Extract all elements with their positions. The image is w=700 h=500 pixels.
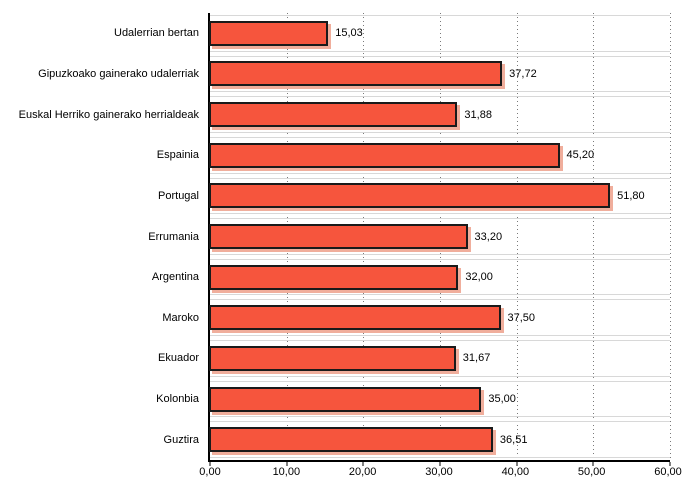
bar-row: 31,88 [209, 94, 670, 135]
value-label: 51,80 [617, 189, 645, 202]
value-label: 45,20 [566, 149, 595, 162]
bar [209, 345, 456, 371]
category-label: Guztira [163, 433, 199, 446]
category-label: Argentina [151, 271, 199, 284]
category-label: Udalerrian bertan [114, 27, 199, 40]
category-label: Portugal [158, 189, 199, 202]
value-label: 37,50 [507, 311, 536, 324]
category-label: Maroko [162, 311, 199, 324]
axis-tick-mark [592, 462, 594, 466]
bar [209, 224, 468, 250]
category-label: Gipuzkoako gainerako udalerriak [38, 67, 199, 80]
value-label: 15,03 [335, 27, 363, 40]
vertical-gridline [516, 13, 518, 460]
x-tick-label: 30,00 [425, 466, 453, 478]
x-tick-label: 0,00 [199, 466, 221, 478]
value-label: 33,20 [474, 230, 503, 243]
vertical-gridline [593, 13, 595, 460]
value-axis: 0,00 10,00 20,00 30,00 40,00 50,00 60,00 [199, 466, 681, 480]
x-tick-label: 20,00 [348, 466, 377, 478]
bar [209, 142, 560, 168]
value-label: 36,51 [499, 433, 528, 446]
value-label: 32,00 [465, 271, 493, 284]
axis-tick-mark [286, 462, 288, 466]
bar-row: 37,72 [209, 54, 670, 95]
x-tick-label: 60,00 [654, 466, 682, 478]
value-label: 37,72 [509, 67, 537, 80]
category-label: Kolonbia [156, 393, 199, 406]
bar-row: 37,50 [209, 297, 670, 338]
bar [209, 264, 459, 290]
plot-area: 15,03 37,72 31,88 45,20 51,80 33,20 32,00 37,50… [208, 13, 671, 466]
axis-tick-mark [669, 462, 671, 466]
category-label: Euskal Herriko gainerako herrialdeak [18, 108, 199, 121]
bar [209, 61, 503, 87]
vertical-gridline [670, 13, 671, 460]
category-label: Ekuador [158, 352, 199, 365]
bar-row: 45,20 [209, 135, 670, 176]
axis-tick-mark [516, 462, 518, 466]
bar-rows: 15,03 37,72 31,88 45,20 51,80 33,20 32,00 37,50… [209, 13, 670, 460]
axis-tick-mark [362, 462, 364, 466]
x-tick-label: 50,00 [577, 466, 606, 478]
bar [209, 183, 611, 209]
bar-row: 35,00 [209, 379, 670, 420]
bar-row: 32,00 [209, 257, 670, 298]
bar-row: 15,03 [209, 13, 670, 54]
value-label: 31,88 [464, 108, 492, 121]
bar-row: 33,20 [209, 216, 670, 257]
bar [209, 102, 458, 128]
bar [209, 427, 493, 453]
bar-row: 51,80 [209, 176, 670, 217]
category-axis: Udalerrian bertan Gipuzkoako gainerako ud… [0, 13, 204, 460]
bar-row: 31,67 [209, 338, 670, 379]
bar [209, 386, 482, 412]
bar [209, 20, 329, 46]
x-tick-label: 10,00 [272, 466, 301, 478]
category-label: Espainia [156, 149, 199, 162]
axis-tick-mark [439, 462, 441, 466]
bar [209, 305, 501, 331]
x-tick-label: 40,00 [501, 466, 530, 478]
value-label: 31,67 [462, 352, 491, 365]
bar-row: 36,51 [209, 419, 670, 460]
value-label: 35,00 [488, 393, 516, 406]
axis-tick-mark [209, 462, 211, 466]
tick-marks [209, 460, 671, 468]
category-label: Errumania [148, 230, 199, 243]
